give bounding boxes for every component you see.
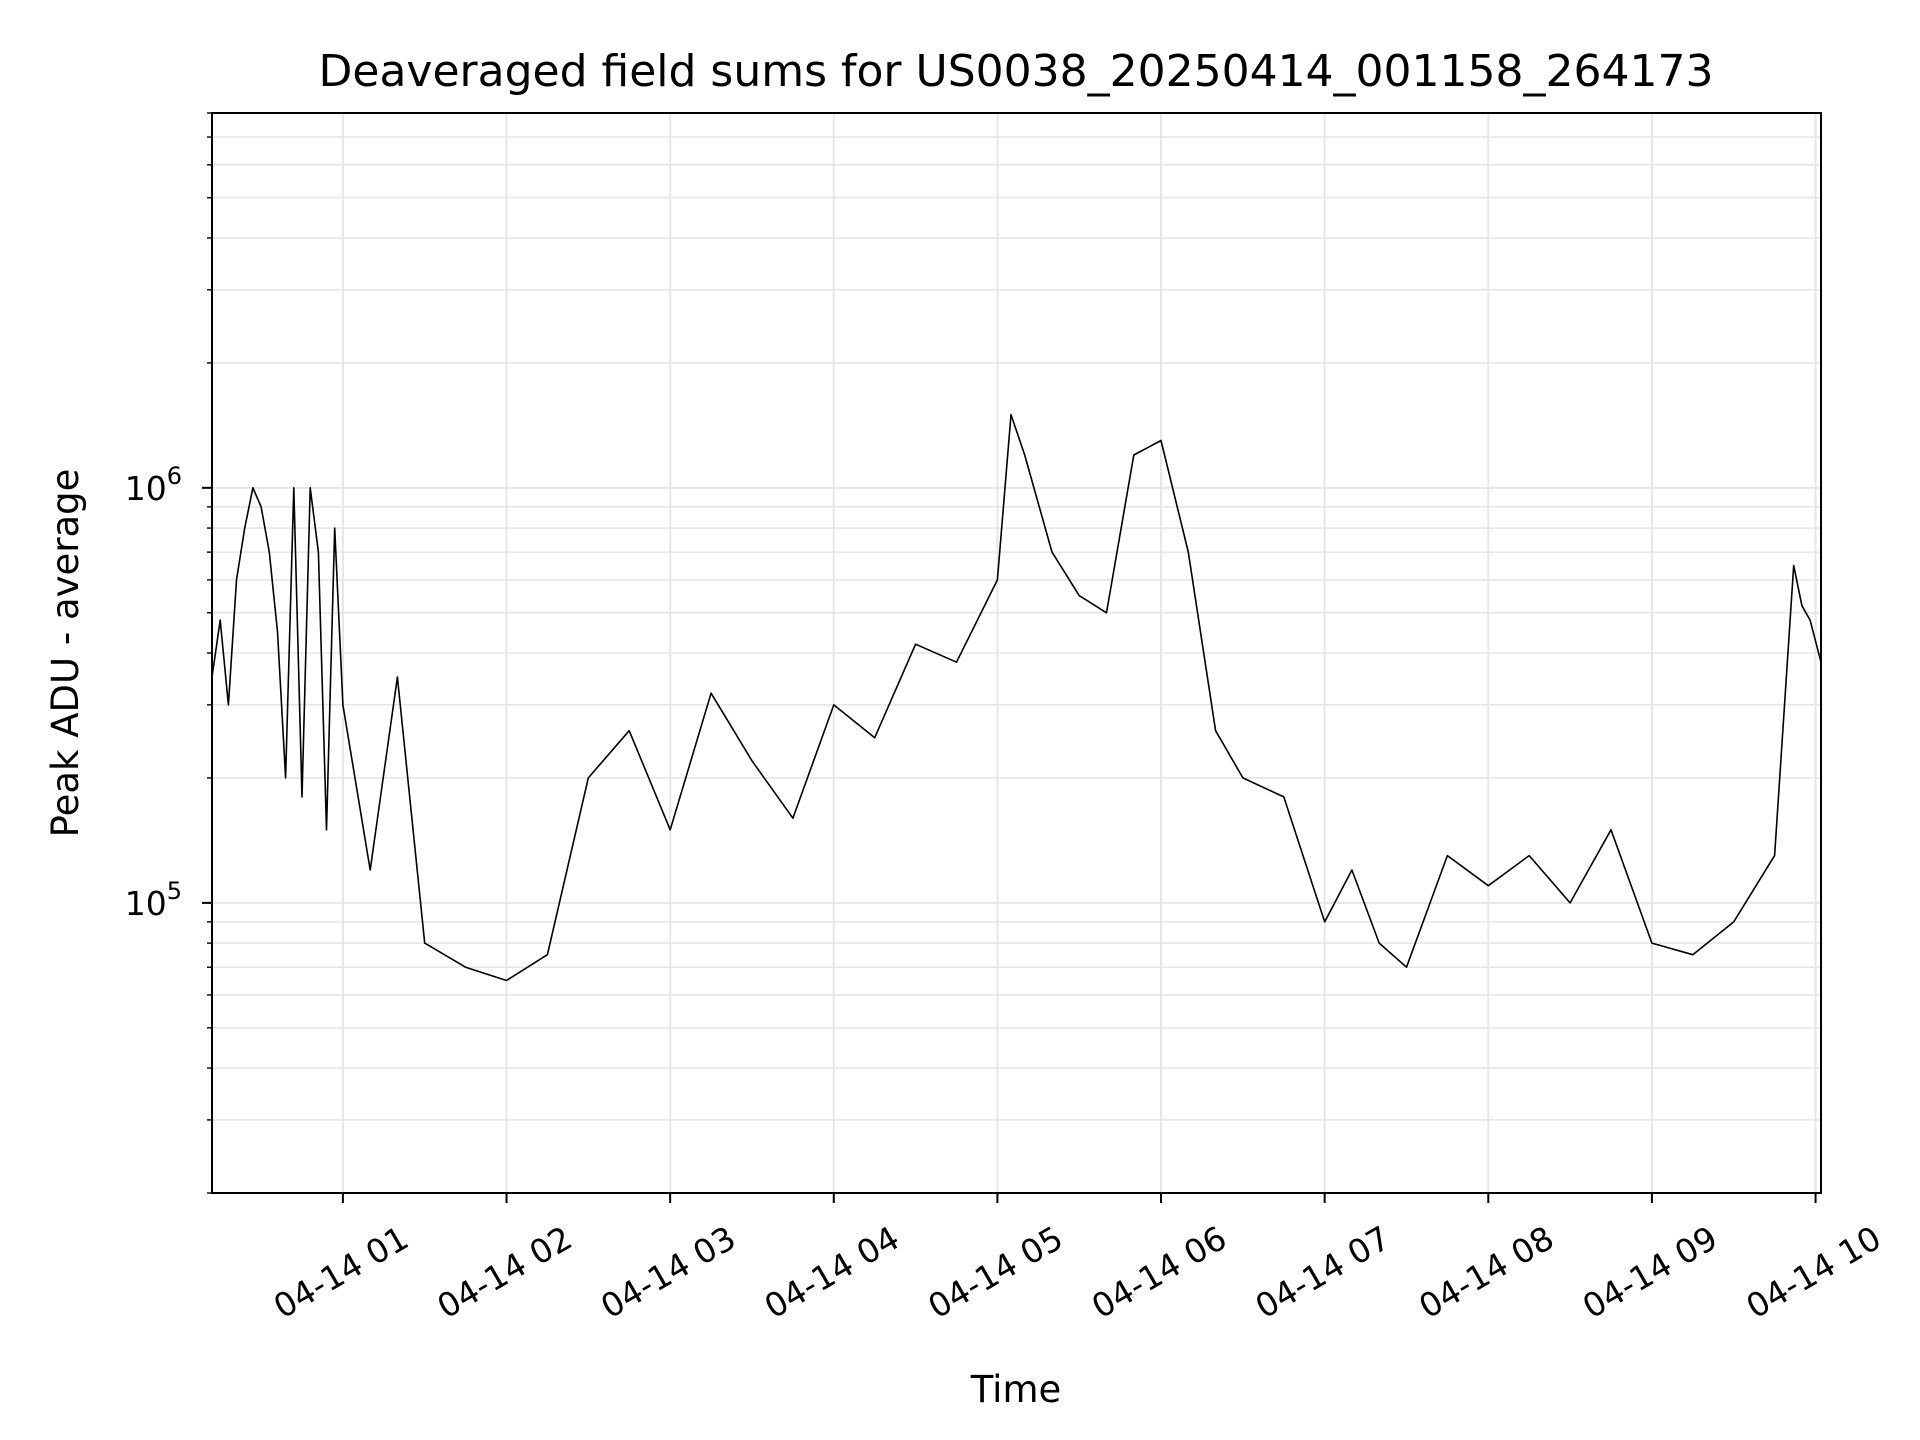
y-tick-label: 105 bbox=[125, 877, 182, 923]
series-line bbox=[211, 413, 1822, 982]
chart-title: Deaveraged field sums for US0038_2025041… bbox=[319, 46, 1714, 97]
y-axis-label: Peak ADU - average bbox=[44, 469, 87, 838]
y-axis: 105 106 bbox=[125, 112, 212, 1194]
series-trace bbox=[211, 413, 1822, 982]
x-axis-label: Time bbox=[970, 1368, 1062, 1411]
y-tick-label: 106 bbox=[125, 462, 182, 508]
grid bbox=[212, 112, 1821, 1194]
